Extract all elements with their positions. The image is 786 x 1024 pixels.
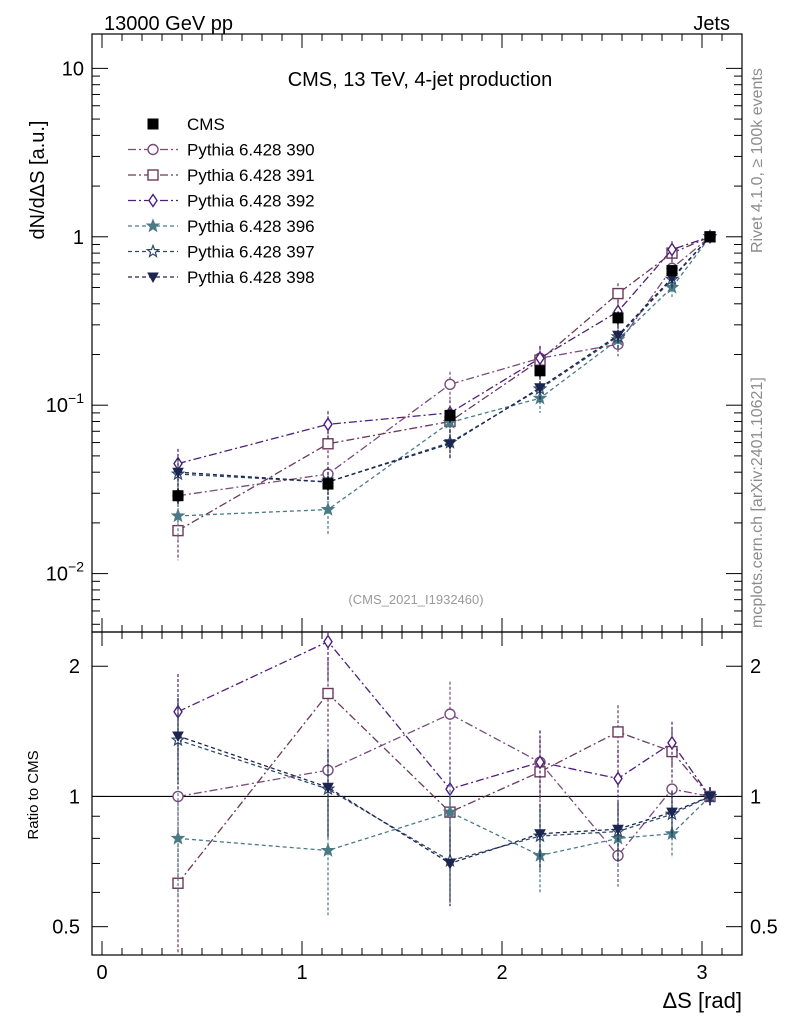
header-right: Jets bbox=[693, 13, 730, 35]
series-ratio-point bbox=[444, 708, 456, 720]
series-5 bbox=[170, 229, 718, 903]
legend-marker bbox=[147, 169, 159, 181]
legend-label: Pythia 6.428 398 bbox=[187, 268, 315, 287]
cms-data bbox=[172, 231, 716, 504]
legend-label: Pythia 6.428 391 bbox=[187, 166, 315, 185]
mcplots-label: mcplots.cern.ch [arXiv:2401.10621] bbox=[749, 377, 766, 628]
x-axis-label: ΔS [rad] bbox=[662, 988, 742, 1013]
y-tick-label: 1 bbox=[73, 227, 84, 249]
series-ratio-point bbox=[667, 735, 677, 751]
ratio-tick-label-right: 1 bbox=[750, 786, 761, 808]
data-point bbox=[666, 265, 678, 277]
series-ratio-point bbox=[534, 829, 546, 840]
series-point bbox=[322, 438, 334, 450]
ratio-tick-label: 0.5 bbox=[52, 917, 80, 939]
data-point bbox=[322, 478, 334, 490]
series-ratio-point bbox=[444, 858, 456, 870]
series-ratio-point bbox=[320, 842, 336, 857]
legend-label: Pythia 6.428 397 bbox=[187, 243, 315, 262]
x-tick-label: 2 bbox=[496, 962, 507, 984]
series-point bbox=[612, 287, 624, 300]
series-ratio-point bbox=[704, 791, 716, 803]
axes: 0 1 2 3 10−2 10−1 1 10 0.5 0.5 1 1 2 2 bbox=[46, 33, 778, 984]
series-point bbox=[320, 501, 336, 516]
series-ratio-line bbox=[177, 640, 711, 797]
data-point bbox=[704, 231, 716, 243]
analysis-id: (CMS_2021_I1932460) bbox=[348, 592, 483, 607]
rivet-label: Rivet 4.1.0, ≥ 100k events bbox=[749, 68, 766, 253]
legend: CMS Pythia 6.428 390 Pythia 6.428 391 Pythi… bbox=[128, 115, 315, 287]
series-4 bbox=[170, 229, 718, 916]
series-ratio-point bbox=[322, 782, 334, 794]
series-ratio-line bbox=[177, 739, 711, 862]
legend-label: Pythia 6.428 390 bbox=[187, 141, 315, 160]
series-point bbox=[535, 350, 545, 366]
series-1 bbox=[172, 231, 716, 887]
legend-marker bbox=[147, 143, 159, 156]
y-tick-label: 10−1 bbox=[46, 390, 84, 417]
y-tick-label: 10−2 bbox=[46, 559, 84, 586]
series-6 bbox=[172, 232, 716, 907]
series-layer bbox=[170, 229, 718, 955]
legend-marker-cms bbox=[147, 118, 159, 130]
x-tick-label: 1 bbox=[296, 962, 307, 984]
ratio-frame bbox=[91, 631, 743, 956]
data-point bbox=[612, 312, 624, 324]
series-ratio-point bbox=[535, 754, 545, 770]
legend-marker bbox=[145, 243, 161, 258]
legend-marker bbox=[147, 272, 159, 284]
series-ratio-point bbox=[442, 804, 458, 819]
legend-label: Pythia 6.428 396 bbox=[187, 217, 315, 236]
legend-label: Pythia 6.428 392 bbox=[187, 192, 315, 211]
series-ratio-point bbox=[666, 807, 678, 819]
series-point bbox=[170, 508, 186, 523]
ratio-tick-label: 1 bbox=[69, 786, 80, 808]
y-tick-label: 10 bbox=[62, 58, 84, 80]
series-ratio-line bbox=[177, 692, 711, 884]
series-point bbox=[172, 467, 184, 479]
ratio-tick-label-right: 0.5 bbox=[750, 917, 778, 939]
ratio-tick-label: 2 bbox=[69, 656, 80, 678]
series-ratio-point bbox=[612, 726, 624, 738]
legend-label-cms: CMS bbox=[187, 115, 225, 134]
legend-marker bbox=[148, 193, 158, 208]
series-ratio-line bbox=[177, 795, 711, 857]
series-ratio-point bbox=[612, 824, 624, 836]
x-tick-label: 3 bbox=[696, 962, 707, 984]
x-tick-label: 0 bbox=[96, 962, 107, 984]
series-point bbox=[612, 330, 624, 342]
series-point bbox=[323, 417, 333, 432]
series-ratio-point bbox=[613, 771, 623, 786]
ratio-tick-label-right: 2 bbox=[750, 656, 761, 678]
series-point bbox=[667, 242, 677, 257]
data-point bbox=[444, 409, 456, 421]
header-left: 13000 GeV pp bbox=[104, 13, 233, 35]
series-point bbox=[534, 383, 546, 394]
data-point bbox=[534, 365, 546, 377]
legend-marker bbox=[145, 218, 161, 233]
data-point bbox=[172, 490, 184, 502]
series-point bbox=[444, 439, 456, 450]
series-ratio-point bbox=[172, 790, 184, 803]
series-ratio-point bbox=[172, 731, 184, 742]
y-axis-label: dN/dΔS [a.u.] bbox=[27, 121, 49, 240]
series-ratio-point bbox=[323, 634, 333, 649]
ratio-axis-label: Ratio to CMS bbox=[25, 750, 42, 839]
series-ratio-point bbox=[322, 687, 334, 700]
series-ratio-point bbox=[170, 830, 186, 845]
chart-title: CMS, 13 TeV, 4-jet production bbox=[288, 69, 553, 91]
series-point bbox=[444, 378, 456, 391]
series-ratio-line bbox=[177, 713, 711, 857]
